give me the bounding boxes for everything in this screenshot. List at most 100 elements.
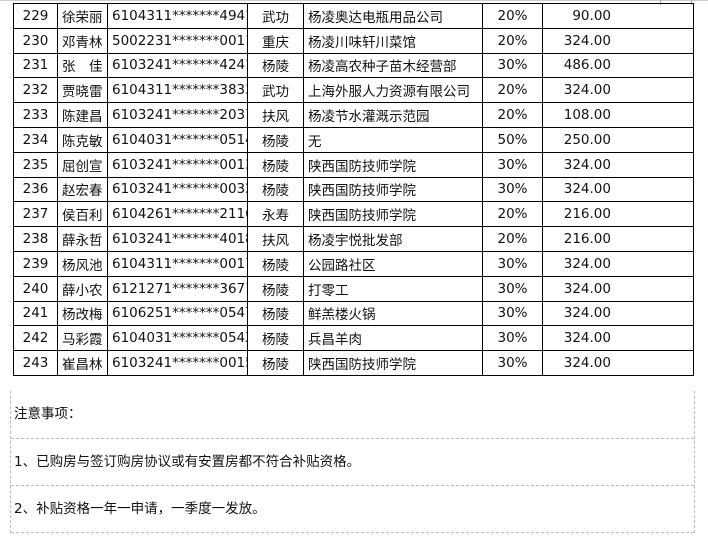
employer-cell: 无 xyxy=(303,126,483,153)
region-cell: 杨陵 xyxy=(247,300,304,327)
amount-cell: 324.00 xyxy=(542,250,694,277)
row-number: 237 xyxy=(13,201,58,228)
amount-value: 324.00 xyxy=(563,156,611,173)
amount-cell: 324.00 xyxy=(542,151,694,178)
region-cell: 杨陵 xyxy=(247,176,304,203)
id-number-cell: 6104031*******0514 xyxy=(107,126,248,153)
table-row: 232 贾晓雷 6104311*******3833 武功 上海外服人力资源有限公司 20… xyxy=(13,77,694,104)
amount-value: 250.00 xyxy=(563,131,611,148)
id-number-cell: 6103241*******4241 xyxy=(107,52,248,79)
region-cell: 扶风 xyxy=(247,102,304,128)
region-cell: 杨陵 xyxy=(247,350,304,376)
rate-cell: 30% xyxy=(482,52,543,79)
rate-cell: 50% xyxy=(482,126,543,153)
table-row: 241 杨改梅 6106251*******0547 杨陵 鲜羔楼火锅 30% 324.00 xyxy=(13,300,694,327)
note-item: 2、补贴资格一年一申请，一季度一发放。 xyxy=(11,486,694,533)
id-number-cell: 6104031*******054X xyxy=(107,325,248,352)
name-cell: 徐荣丽 xyxy=(57,3,108,29)
amount-value: 216.00 xyxy=(563,231,611,248)
amount-cell: 324.00 xyxy=(542,350,694,376)
amount-value: 486.00 xyxy=(563,57,611,74)
amount-cell: 324.00 xyxy=(542,77,694,104)
table-row: 239 杨风池 6104311*******0017 杨陵 公园路社区 30% 324.00 xyxy=(13,250,694,277)
name-cell: 赵宏春 xyxy=(57,176,108,203)
region-cell: 杨陵 xyxy=(247,275,304,302)
row-number: 231 xyxy=(13,52,58,79)
region-cell: 扶风 xyxy=(247,226,304,252)
name-cell: 邓青林 xyxy=(57,27,108,54)
employer-cell: 杨凌节水灌溉示范园 xyxy=(303,102,483,128)
employer-cell: 公园路社区 xyxy=(303,250,483,277)
row-number: 241 xyxy=(13,300,58,327)
region-cell: 武功 xyxy=(247,3,304,29)
id-number-cell: 6104311*******4941 xyxy=(107,3,248,29)
table-row: 243 崔昌林 6103241*******0015 杨陵 陕西国防技师学院 30% 324… xyxy=(13,350,694,376)
page-edge xyxy=(0,0,708,1)
amount-value: 324.00 xyxy=(563,305,611,322)
amount-value: 324.00 xyxy=(563,280,611,297)
rate-cell: 30% xyxy=(482,325,543,352)
name-cell: 侯百利 xyxy=(57,201,108,228)
amount-cell: 90.00 xyxy=(542,3,694,29)
employer-cell: 鲜羔楼火锅 xyxy=(303,300,483,327)
amount-cell: 216.00 xyxy=(542,201,694,228)
name-cell: 杨风池 xyxy=(57,250,108,277)
region-cell: 杨陵 xyxy=(247,52,304,79)
table-row: 240 薛小农 6121271*******3671 杨陵 打零工 30% 324.00 xyxy=(13,275,694,302)
rate-cell: 20% xyxy=(482,226,543,252)
amount-value: 324.00 xyxy=(563,181,611,198)
row-number: 229 xyxy=(13,3,58,29)
subsidy-table: 229 徐荣丽 6104311*******4941 武功 杨凌奥达电瓶用品公司 20% 9… xyxy=(13,3,694,376)
amount-cell: 324.00 xyxy=(542,275,694,302)
name-cell: 屈创宣 xyxy=(57,151,108,178)
employer-cell: 杨凌高农种子苗木经营部 xyxy=(303,52,483,79)
rate-cell: 30% xyxy=(482,176,543,203)
rate-cell: 30% xyxy=(482,151,543,178)
amount-cell: 324.00 xyxy=(542,27,694,54)
employer-cell: 兵昌羊肉 xyxy=(303,325,483,352)
employer-cell: 杨凌川味轩川菜馆 xyxy=(303,27,483,54)
name-cell: 贾晓雷 xyxy=(57,77,108,104)
amount-cell: 108.00 xyxy=(542,102,694,128)
table-row: 242 马彩霞 6104031*******054X 杨陵 兵昌羊肉 30% 324.00 xyxy=(13,325,694,352)
table-row: 233 陈建昌 6103241*******2037 扶风 杨凌节水灌溉示范园 20% 10… xyxy=(13,102,694,128)
row-number: 235 xyxy=(13,151,58,178)
rate-cell: 30% xyxy=(482,350,543,376)
rate-cell: 30% xyxy=(482,275,543,302)
table-row: 238 薛永哲 6103241*******4018 扶风 杨凌宇悦批发部 20% 216.… xyxy=(13,226,694,252)
row-number: 239 xyxy=(13,250,58,277)
id-number-cell: 6106251*******0547 xyxy=(107,300,248,327)
region-cell: 杨陵 xyxy=(247,126,304,153)
name-cell: 崔昌林 xyxy=(57,350,108,376)
employer-cell: 陕西国防技师学院 xyxy=(303,151,483,178)
table-row: 235 屈创宣 6103241*******0013 杨陵 陕西国防技师学院 30% 324… xyxy=(13,151,694,178)
rate-cell: 20% xyxy=(482,102,543,128)
name-cell: 陈克敏 xyxy=(57,126,108,153)
rate-cell: 30% xyxy=(482,250,543,277)
row-number: 232 xyxy=(13,77,58,104)
name-cell: 薛小农 xyxy=(57,275,108,302)
table-row: 234 陈克敏 6104031*******0514 杨陵无 50% 250.00 xyxy=(13,126,694,153)
row-number: 236 xyxy=(13,176,58,203)
notes-heading: 注意事项： xyxy=(11,391,694,439)
amount-value: 324.00 xyxy=(563,32,611,49)
table-row: 230 邓青林 5002231*******0011 重庆 杨凌川味轩川菜馆 20% 324… xyxy=(13,27,694,54)
region-cell: 杨陵 xyxy=(247,325,304,352)
id-number-cell: 6103241*******0015 xyxy=(107,350,248,376)
row-number: 234 xyxy=(13,126,58,153)
amount-cell: 486.00 xyxy=(542,52,694,79)
amount-cell: 324.00 xyxy=(542,325,694,352)
rate-cell: 30% xyxy=(482,300,543,327)
row-number: 242 xyxy=(13,325,58,352)
amount-value: 324.00 xyxy=(563,330,611,347)
row-number: 240 xyxy=(13,275,58,302)
employer-cell: 上海外服人力资源有限公司 xyxy=(303,77,483,104)
rate-cell: 20% xyxy=(482,77,543,104)
table-row: 237 侯百利 6104261*******2116 永寿 陕西国防技师学院 20% 216… xyxy=(13,201,694,228)
id-number-cell: 6104311*******0017 xyxy=(107,250,248,277)
id-number-cell: 6103241*******2037 xyxy=(107,102,248,128)
amount-value: 90.00 xyxy=(572,7,611,24)
region-cell: 重庆 xyxy=(247,27,304,54)
amount-cell: 250.00 xyxy=(542,126,694,153)
employer-cell: 打零工 xyxy=(303,275,483,302)
